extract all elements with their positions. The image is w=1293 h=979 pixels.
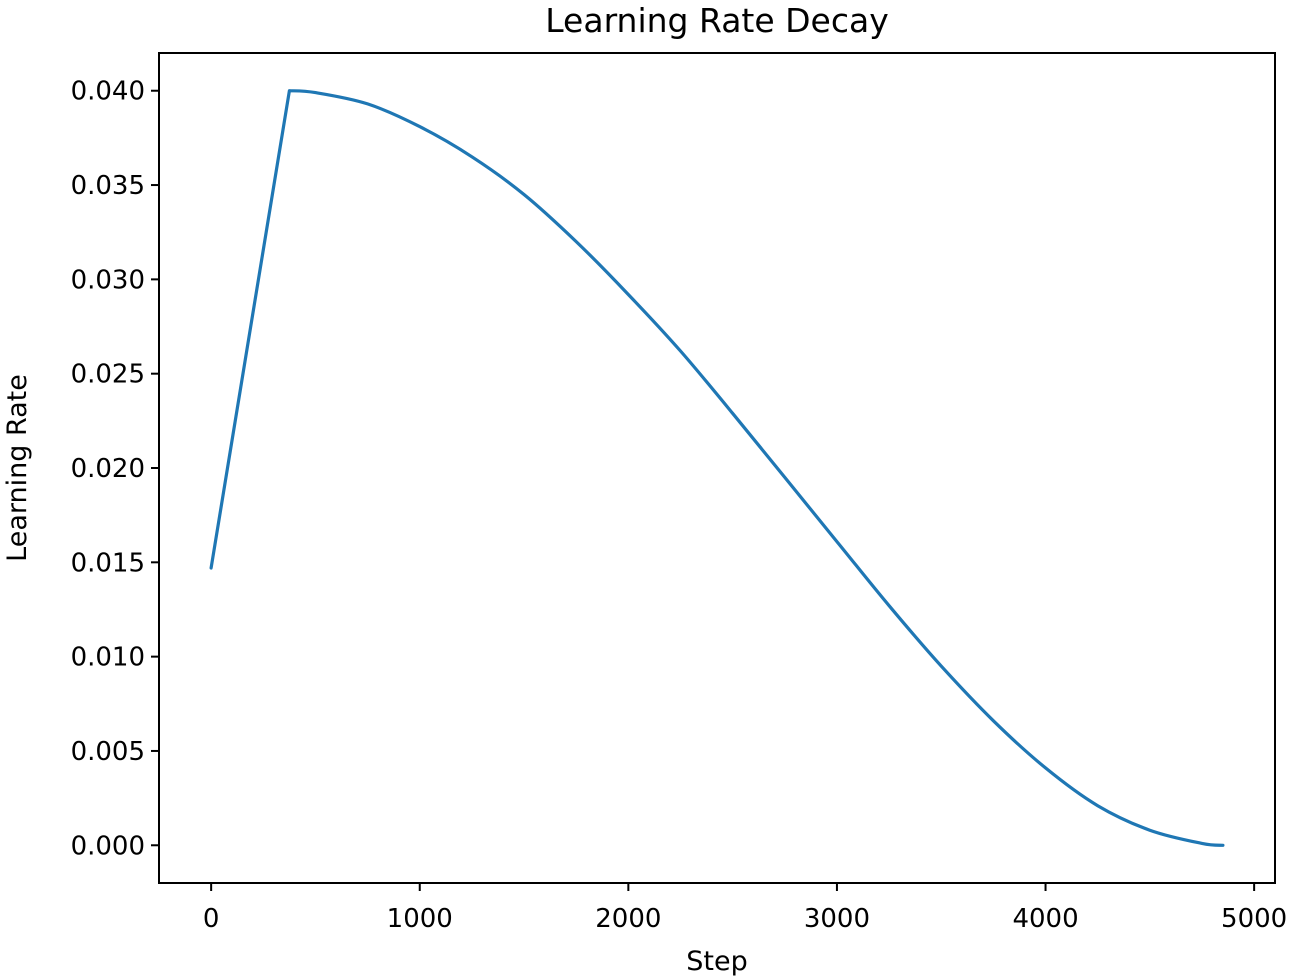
y-tick-label: 0.030 (71, 265, 145, 295)
x-tick-label: 1000 (387, 904, 453, 934)
y-tick-label: 0.035 (71, 171, 145, 201)
axes-frame (158, 52, 1276, 884)
x-tick-label: 2000 (595, 904, 661, 934)
y-tick-label: 0.040 (71, 77, 145, 107)
x-tick-label: 5000 (1221, 904, 1287, 934)
y-tick-label: 0.020 (71, 454, 145, 484)
y-tick-label: 0.015 (71, 548, 145, 578)
y-tick-label: 0.005 (71, 737, 145, 767)
y-axis-label: Learning Rate (2, 374, 33, 562)
series-line (209, 89, 1225, 847)
y-tick-label: 0.025 (71, 360, 145, 390)
chart-title: Learning Rate Decay (545, 1, 889, 40)
x-tick-label: 3000 (804, 904, 870, 934)
y-axis: 0.000 0.005 0.010 0.015 0.020 0.025 0.030 0.035… (71, 77, 159, 861)
x-axis-label: Step (686, 946, 747, 977)
y-tick-label: 0.000 (71, 831, 145, 861)
x-tick-label: 0 (203, 904, 220, 934)
x-tick-label: 4000 (1012, 904, 1078, 934)
y-tick-label: 0.010 (71, 643, 145, 673)
x-axis: 0 1000 2000 3000 4000 5000 (203, 883, 1287, 934)
plot-area (209, 89, 1225, 847)
